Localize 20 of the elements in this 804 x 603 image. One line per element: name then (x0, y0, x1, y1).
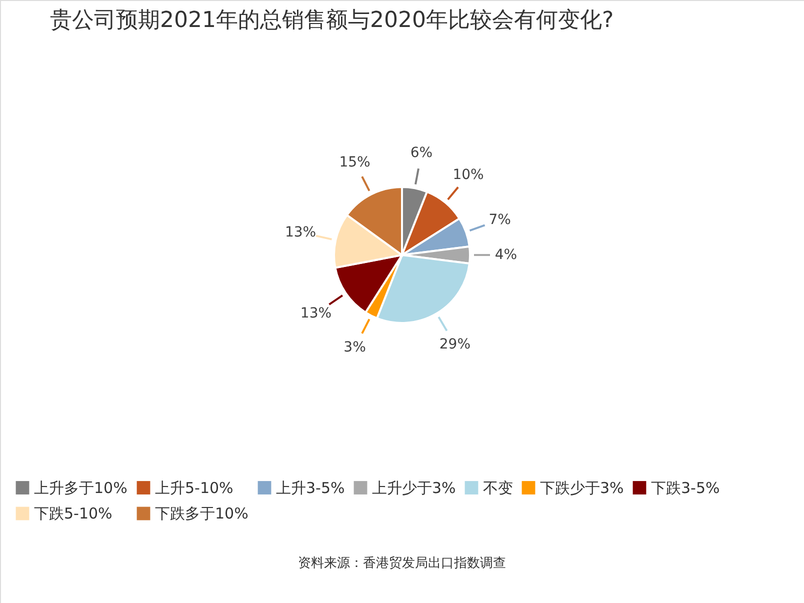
legend-label: 上升3-5% (276, 478, 345, 497)
data-label: 3% (344, 340, 366, 356)
data-label: 7% (488, 212, 511, 228)
data-label: 4% (494, 247, 518, 263)
data-label: 13% (300, 305, 332, 322)
data-label: 13% (284, 224, 316, 240)
data-label: 10% (452, 166, 484, 183)
legend-label: 下跌多于10% (155, 504, 248, 522)
legend-label: 下跌少于3% (540, 478, 624, 497)
data-label: 29% (439, 336, 471, 353)
legend-label: 下跌3-5% (651, 478, 720, 497)
data-label: 15% (339, 154, 370, 170)
chart-title: 贵公司预期2021年的总销售额与2020年比较会有何变化? (50, 8, 614, 33)
legend-label: 不变 (483, 478, 513, 497)
legend-label: 上升少于3% (372, 478, 456, 497)
legend-label: 下跌5-10% (34, 504, 112, 522)
text: 资料来源：香港贸发局出口指数调查 (298, 556, 506, 571)
legend-label: 上升5-10% (155, 478, 234, 497)
data-label: 6% (410, 144, 433, 161)
legend-label: 上升多于10% (34, 478, 128, 497)
